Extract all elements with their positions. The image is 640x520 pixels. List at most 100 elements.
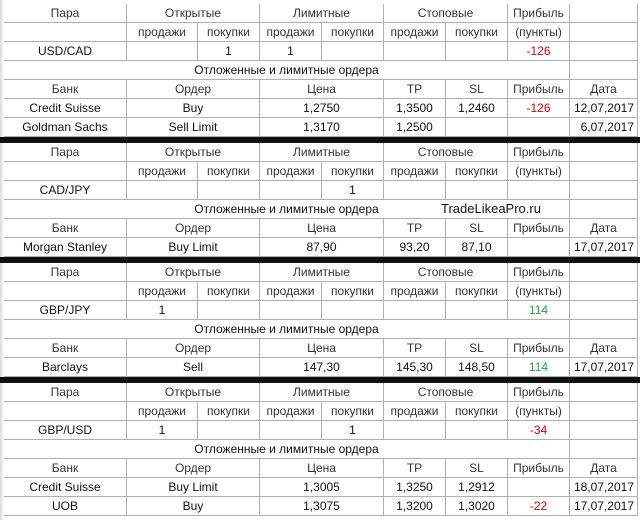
order-cell: Morgan Stanley bbox=[4, 238, 127, 257]
orders-header: SL bbox=[446, 219, 508, 238]
header-cell: Пара bbox=[4, 383, 127, 402]
subheader-cell: покупки bbox=[446, 402, 508, 421]
pair-cell bbox=[127, 42, 198, 61]
order-cell: Sell bbox=[127, 358, 260, 377]
orders-header: Прибыль bbox=[508, 459, 570, 478]
orders-header: Цена bbox=[260, 459, 384, 478]
order-cell: Buy Limit bbox=[127, 478, 260, 497]
order-cell: 17,07,2017 bbox=[570, 238, 638, 257]
order-cell bbox=[446, 118, 508, 137]
orders-header: TP bbox=[384, 339, 446, 358]
pair-cell bbox=[260, 421, 322, 440]
order-cell bbox=[508, 238, 570, 257]
subheader-cell: покупки bbox=[198, 402, 260, 421]
subheader-cell: покупки bbox=[446, 23, 508, 42]
empty-cell bbox=[4, 282, 127, 301]
order-cell: -126 bbox=[508, 99, 570, 118]
section-title: Отложенные и лимитные ордера bbox=[4, 440, 570, 459]
empty-cell bbox=[570, 282, 638, 301]
pair-cell bbox=[322, 42, 384, 61]
subheader-cell: (пункты) bbox=[508, 162, 570, 181]
pair-cell: 1 bbox=[322, 181, 384, 200]
subheader-cell: продажи bbox=[260, 23, 322, 42]
orders-header: Ордер bbox=[127, 80, 260, 99]
empty-cell bbox=[570, 181, 638, 200]
order-cell: Barclays bbox=[4, 358, 127, 377]
order-cell: -22 bbox=[508, 497, 570, 516]
empty-cell bbox=[570, 402, 638, 421]
empty-cell bbox=[570, 200, 638, 219]
subheader-cell: продажи bbox=[127, 162, 198, 181]
header-cell: Прибыль bbox=[508, 263, 570, 282]
header-cell: Прибыль bbox=[508, 4, 570, 23]
pair-cell bbox=[446, 421, 508, 440]
orders-header: Цена bbox=[260, 339, 384, 358]
header-cell: Стоповые bbox=[384, 143, 508, 162]
header-cell: Прибыль bbox=[508, 143, 570, 162]
orders-header: Ордер bbox=[127, 219, 260, 238]
empty-cell bbox=[570, 61, 638, 80]
order-cell: 1,3020 bbox=[446, 497, 508, 516]
orders-header: Банк bbox=[4, 219, 127, 238]
order-cell: Sell Limit bbox=[127, 118, 260, 137]
subheader-cell: покупки bbox=[446, 162, 508, 181]
order-cell bbox=[508, 478, 570, 497]
header-cell: Лимитные bbox=[260, 4, 384, 23]
subheader-cell: покупки bbox=[198, 282, 260, 301]
order-cell: 93,20 bbox=[384, 238, 446, 257]
header-cell: Открытые bbox=[127, 263, 260, 282]
header-cell: Стоповые bbox=[384, 383, 508, 402]
orders-header: Банк bbox=[4, 80, 127, 99]
orders-header: TP bbox=[384, 219, 446, 238]
empty-cell bbox=[4, 23, 127, 42]
section-title: Отложенные и лимитные ордера bbox=[4, 61, 570, 80]
subheader-cell: покупки bbox=[322, 282, 384, 301]
order-cell: 145,30 bbox=[384, 358, 446, 377]
subheader-cell: продажи bbox=[384, 162, 446, 181]
empty-cell bbox=[570, 440, 638, 459]
empty-cell bbox=[570, 421, 638, 440]
section-title: Отложенные и лимитные ордера bbox=[4, 200, 570, 219]
order-cell: 17,07,2017 bbox=[570, 497, 638, 516]
orders-header: Дата bbox=[570, 80, 638, 99]
order-cell: 12,07,2017 bbox=[570, 99, 638, 118]
pair-cell bbox=[446, 301, 508, 320]
pair-cell bbox=[384, 421, 446, 440]
pair-cell bbox=[322, 301, 384, 320]
empty-cell bbox=[4, 162, 127, 181]
order-cell: 1,2500 bbox=[384, 118, 446, 137]
header-cell: Лимитные bbox=[260, 143, 384, 162]
empty-cell bbox=[570, 383, 638, 402]
order-cell: 1,2460 bbox=[446, 99, 508, 118]
subheader-cell: покупки bbox=[322, 162, 384, 181]
pair-cell bbox=[198, 181, 260, 200]
header-cell: Пара bbox=[4, 143, 127, 162]
order-cell: 1,3170 bbox=[260, 118, 384, 137]
subheader-cell: покупки bbox=[446, 282, 508, 301]
orders-header: TP bbox=[384, 459, 446, 478]
pair-cell bbox=[446, 181, 508, 200]
header-cell: Пара bbox=[4, 4, 127, 23]
subheader-cell: покупки bbox=[198, 23, 260, 42]
empty-cell bbox=[570, 42, 638, 61]
orders-header: Ордер bbox=[127, 339, 260, 358]
empty-cell bbox=[570, 23, 638, 42]
header-cell: Лимитные bbox=[260, 263, 384, 282]
orders-header: SL bbox=[446, 80, 508, 99]
orders-header: Прибыль bbox=[508, 339, 570, 358]
empty-cell bbox=[570, 263, 638, 282]
order-cell: 17,07,2017 bbox=[570, 358, 638, 377]
subheader-cell: (пункты) bbox=[508, 23, 570, 42]
header-cell: Пара bbox=[4, 263, 127, 282]
order-cell: 87,10 bbox=[446, 238, 508, 257]
orders-header: Ордер bbox=[127, 459, 260, 478]
pair-cell bbox=[508, 181, 570, 200]
pair-cell: 1 bbox=[260, 42, 322, 61]
order-cell bbox=[508, 118, 570, 137]
header-cell: Открытые bbox=[127, 143, 260, 162]
order-cell: 1,3250 bbox=[384, 478, 446, 497]
orders-header: Прибыль bbox=[508, 219, 570, 238]
section-title: Отложенные и лимитные ордера bbox=[4, 320, 570, 339]
subheader-cell: покупки bbox=[198, 162, 260, 181]
empty-cell bbox=[570, 143, 638, 162]
